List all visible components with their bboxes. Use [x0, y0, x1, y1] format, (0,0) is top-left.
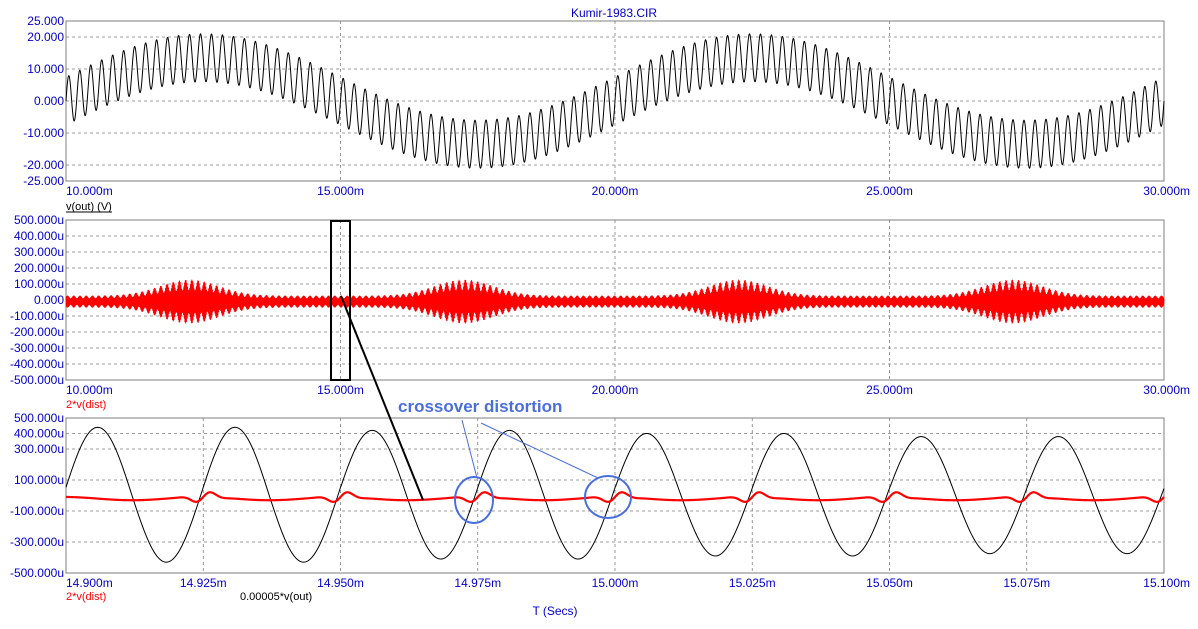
panel-top-y-tick-label: 25.000	[27, 14, 64, 28]
panel-top-x-tick-label: 10.000m	[66, 184, 113, 198]
panel-bot-y-tick-label: -300.000u	[10, 535, 64, 549]
panel-top: -25.000 -20.000 -10.000 0.000 10.000 20.000 25…	[23, 14, 1190, 198]
panel-top-y-tick-label: -10.000	[23, 126, 64, 140]
panel-bot-x-tick-label: 14.900m	[66, 576, 113, 590]
panel-top-x-tick-label: 20.000m	[592, 184, 639, 198]
panel-mid-y-tick-label: 500.000u	[14, 213, 64, 227]
panel-mid-y-tick-label: 200.000u	[14, 261, 64, 275]
panel-mid-y-tick-label: -400.000u	[10, 357, 64, 371]
panel-bot-x-tick-label: 15.075m	[1003, 576, 1050, 590]
top-trace-vout	[65, 33, 1165, 169]
top-series-label: v(out) (V)	[66, 201, 112, 213]
panel-mid-x-tick-label: 10.000m	[66, 383, 113, 397]
panel-top-x-tick-label: 30.000m	[1143, 184, 1190, 198]
panel-bot-x-tick-label: 15.025m	[729, 576, 776, 590]
panel-bot-x-tick-label: 15.000m	[592, 576, 639, 590]
zoom-selection-box	[330, 220, 351, 381]
annotation-pointer-2	[480, 422, 599, 479]
x-axis-label: T (Secs)	[532, 604, 577, 618]
annotation-text: crossover distortion	[398, 397, 562, 416]
panel-mid-y-tick-label: 400.000u	[14, 229, 64, 243]
panel-top-x-tick-label: 25.000m	[866, 184, 913, 198]
panel-bot-y-tick-label: 400.000u	[14, 427, 64, 441]
panel-bot-x-tick-label: 15.100m	[1143, 576, 1190, 590]
bottom-trace-vout	[65, 426, 1165, 563]
panel-mid-x-tick-label: 15.000m	[317, 383, 364, 397]
panel-bot-y-tick-label: -100.000u	[10, 504, 64, 518]
panel-mid-x-tick-label: 20.000m	[592, 383, 639, 397]
panel-bottom: -500.000u -300.000u -100.000u 100.000u 300.0…	[10, 411, 1190, 590]
panel-top-y-tick-label: 0.000	[34, 94, 64, 108]
panel-top-y-tick-label: 10.000	[27, 62, 64, 76]
panel-bot-y-tick-label: 500.000u	[14, 411, 64, 425]
bottom-series-label-black: 0.00005*v(out)	[240, 591, 312, 603]
panel-bot-x-tick-label: 14.925m	[180, 576, 227, 590]
annotation-pointer-1	[461, 419, 478, 479]
panel-top-y-tick-label: 20.000	[27, 30, 64, 44]
panel-bot-x-tick-label: 14.975m	[454, 576, 501, 590]
panel-mid-y-tick-label: 0.000	[34, 293, 64, 307]
middle-series-label: 2*v(dist)	[66, 399, 106, 411]
window-title: Kumir-1983.CIR	[571, 6, 657, 20]
panel-bot-y-tick-label: 100.000u	[14, 473, 64, 487]
crossover-circle-1	[454, 476, 494, 524]
panel-bot-y-tick-label: -500.000u	[10, 566, 64, 580]
panel-bot-frame	[65, 417, 1165, 574]
panel-mid-y-tick-label: 300.000u	[14, 245, 64, 259]
panel-bot-x-tick-label: 14.950m	[317, 576, 364, 590]
panel-bot-y-tick-label: 300.000u	[14, 442, 64, 456]
zoom-pointer-line	[340, 295, 424, 501]
panel-middle: -500.000u -400.000u -300.000u -200.000u -100…	[10, 213, 1190, 397]
panel-mid-y-tick-label: -500.000u	[10, 373, 64, 387]
bottom-trace-dist	[65, 491, 1165, 503]
bottom-series-label-red: 2*v(dist)	[66, 591, 106, 603]
panel-top-x-tick-label: 15.000m	[317, 184, 364, 198]
panel-mid-y-tick-label: -300.000u	[10, 341, 64, 355]
panel-bot-x-tick-label: 15.050m	[866, 576, 913, 590]
panel-mid-y-tick-label: -100.000u	[10, 309, 64, 323]
panel-mid-y-tick-label: 100.000u	[14, 277, 64, 291]
panel-mid-y-tick-label: -200.000u	[10, 325, 64, 339]
panel-mid-x-tick-label: 25.000m	[866, 383, 913, 397]
panel-mid-x-tick-label: 30.000m	[1143, 383, 1190, 397]
panel-top-y-tick-label: -20.000	[23, 158, 64, 172]
crossover-circle-2	[584, 475, 632, 519]
middle-trace-dist	[65, 279, 1165, 324]
panel-top-y-tick-label: -25.000	[23, 174, 64, 188]
